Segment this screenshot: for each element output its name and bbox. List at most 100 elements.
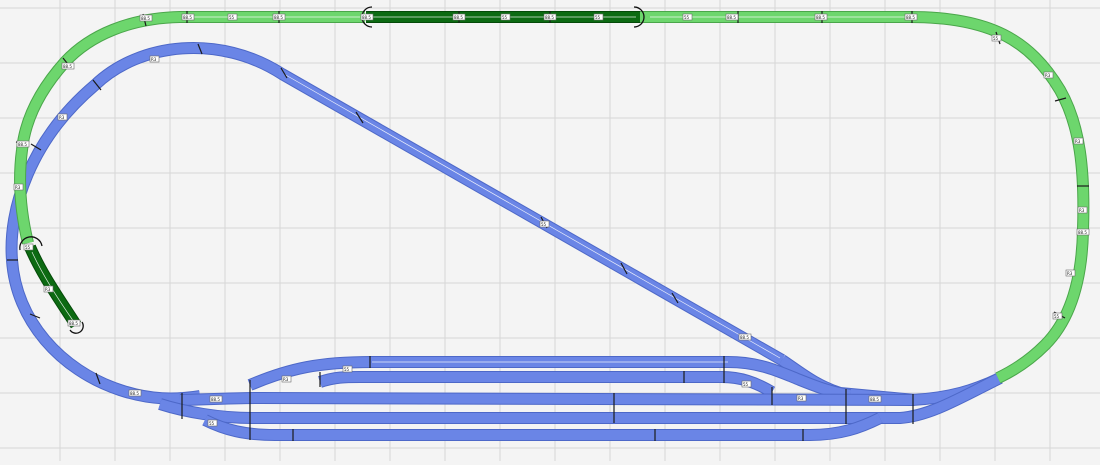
inner-loop-and-yard[interactable]	[5, 42, 1003, 441]
selected-tracks[interactable]	[19, 6, 645, 334]
track-joint	[671, 292, 679, 304]
segment-label-box	[1052, 312, 1063, 320]
segment-label-box	[342, 365, 353, 373]
segment-label-box	[128, 389, 142, 397]
segment-label-box	[725, 13, 739, 21]
segment-label-box	[904, 13, 918, 21]
segment-label: 55	[25, 245, 31, 250]
track-end-arc-bottom-left	[19, 236, 43, 251]
segment-label-box	[991, 34, 1002, 42]
segment-label: 55	[595, 15, 601, 20]
segment-label: 88.5	[545, 15, 554, 20]
segment-label-box	[67, 319, 81, 327]
segment-label: 55	[502, 15, 508, 20]
segment-label: 88.5	[63, 64, 72, 69]
segment-label: R3	[798, 396, 804, 401]
segment-label: R3	[45, 287, 51, 292]
segment-label: 55	[743, 382, 749, 387]
segment-label-box	[57, 113, 68, 121]
segment-label: 55	[993, 36, 999, 41]
segment-label: 88.5	[274, 15, 283, 20]
segment-label: 55	[541, 222, 547, 227]
segment-label: 88.5	[130, 391, 139, 396]
segment-label: R3	[59, 115, 65, 120]
segment-label: R3	[283, 377, 289, 382]
segment-label: 88.5	[211, 397, 220, 402]
yard-line-1-track[interactable]	[248, 357, 851, 400]
segment-label-box	[13, 183, 24, 191]
segment-label: 88.5	[1078, 230, 1087, 235]
segment-label: 88.5	[454, 15, 463, 20]
track-joint	[280, 67, 288, 79]
segment-label: 55	[1054, 314, 1060, 319]
segment-label: 55	[209, 421, 215, 426]
segment-label-box	[1076, 228, 1090, 236]
segment-label-box	[209, 395, 223, 403]
segment-label: 88.5	[727, 15, 736, 20]
segment-label-box	[43, 285, 54, 293]
inner-loop-track[interactable]	[6, 43, 785, 404]
segment-label-box	[360, 13, 374, 21]
segment-label-box	[1065, 269, 1076, 277]
segment-label-box	[61, 62, 75, 70]
segment-label-box	[868, 395, 882, 403]
segment-label-box	[281, 375, 292, 383]
outer-loop-outline	[640, 11, 1090, 384]
segment-label: 88.5	[870, 397, 879, 402]
segment-label: R3	[1045, 73, 1051, 78]
track-joint	[620, 262, 628, 275]
segment-label: 88.5	[183, 15, 192, 20]
inner-loop-track-outline	[5, 42, 785, 405]
segment-labels: 88.5 88.5 55 88.5 88.5 88.5 55 88.5 55 5…	[13, 13, 1090, 427]
segment-label: 55	[344, 367, 350, 372]
segment-label-box	[539, 220, 550, 228]
segment-label: R3	[151, 57, 157, 62]
segment-label-box	[814, 13, 828, 21]
segment-label-box	[738, 333, 752, 341]
segment-label-box	[23, 243, 34, 251]
segment-label-box	[682, 13, 693, 21]
segment-label: 88.5	[816, 15, 825, 20]
segment-label: R3	[1067, 271, 1073, 276]
segment-label-box	[227, 13, 238, 21]
track-joint	[30, 143, 42, 151]
segment-label-box	[1077, 206, 1088, 214]
segment-label: 88.5	[141, 16, 150, 21]
track-joint	[92, 79, 102, 91]
track-joint	[29, 313, 41, 319]
track-joint	[197, 43, 203, 55]
yard-line-2-track[interactable]	[318, 372, 775, 397]
segment-label-box	[452, 13, 466, 21]
segment-label-box	[543, 13, 557, 21]
segment-label-box	[741, 380, 752, 388]
segment-label: 55	[229, 15, 235, 20]
segment-label-box	[500, 13, 511, 21]
segment-label-box	[16, 140, 30, 148]
segment-label: 88.5	[906, 15, 915, 20]
track-end-arc-bottom-left-tip	[69, 321, 84, 334]
segment-label: R3	[15, 185, 21, 190]
yard-line-5-track[interactable]	[202, 413, 883, 440]
yard-line-4-track[interactable]	[158, 373, 1003, 423]
track-end-arc-right	[633, 6, 645, 28]
segment-label: 88.5	[362, 15, 371, 20]
outer-loop-right-track[interactable]	[640, 12, 1089, 383]
segment-label-box	[1073, 137, 1084, 145]
segment-label: 88.5	[740, 335, 749, 340]
segment-label: 55	[684, 15, 690, 20]
segment-label: 88.5	[69, 321, 78, 326]
segment-label-box	[593, 13, 604, 21]
segment-label: R3	[1079, 208, 1085, 213]
outer-main-loop[interactable]	[14, 11, 1090, 384]
segment-label: 88.5	[18, 142, 27, 147]
track-joint	[355, 111, 364, 124]
segment-label-box	[139, 14, 153, 22]
segment-label-box	[149, 55, 160, 63]
segment-label-box	[207, 419, 218, 427]
segment-label-box	[1043, 71, 1054, 79]
segment-label-box	[796, 394, 807, 402]
track-joint	[1054, 97, 1067, 102]
segment-label-box	[181, 13, 195, 21]
